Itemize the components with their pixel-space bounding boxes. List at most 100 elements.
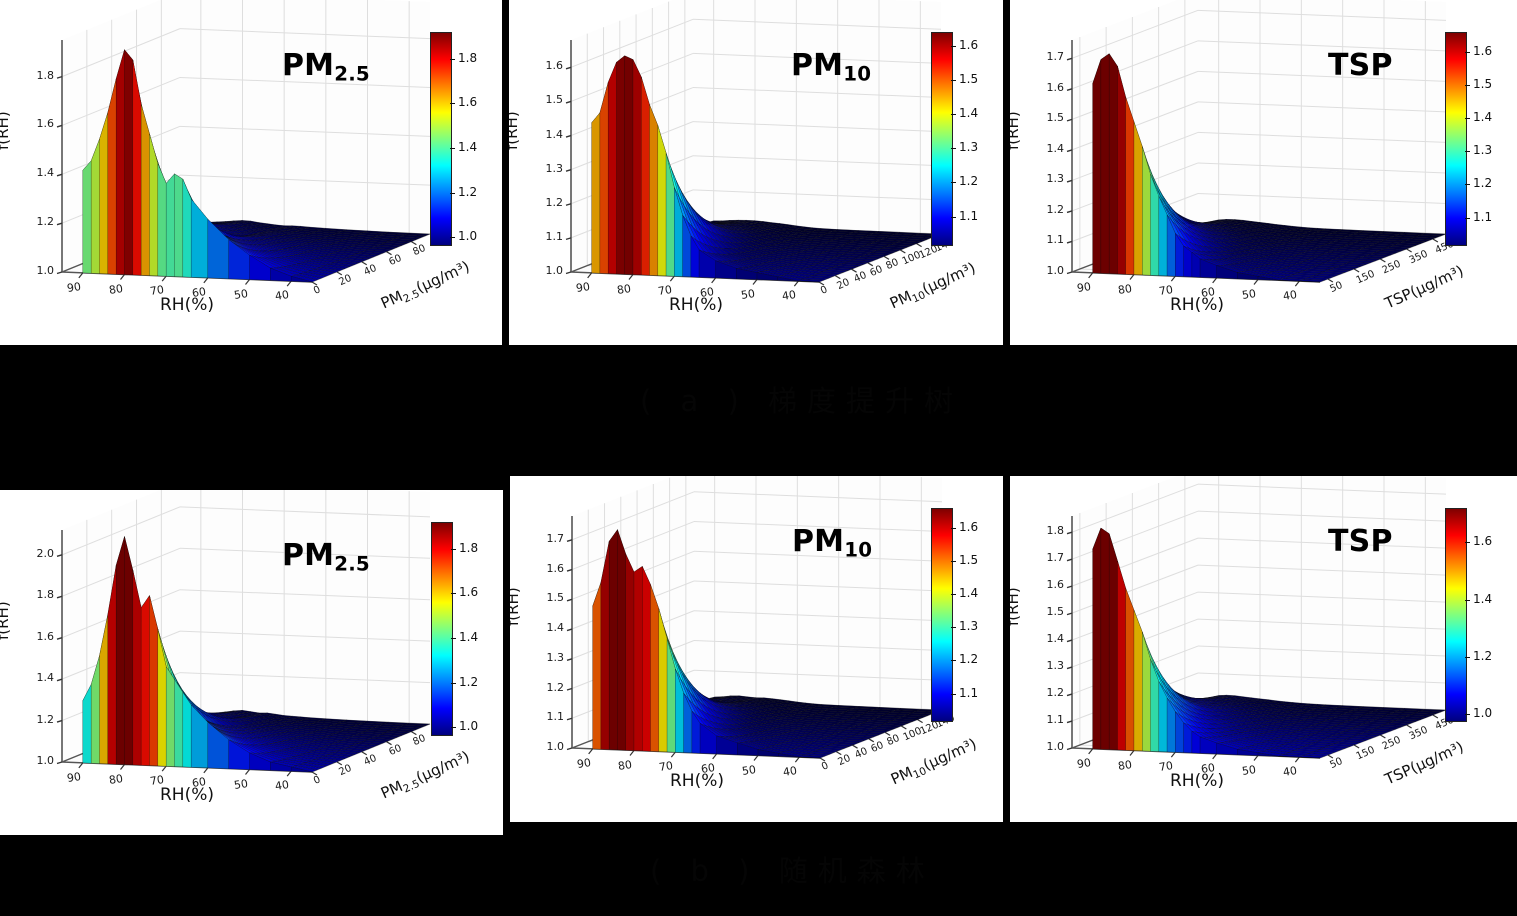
- z-tick-label: 1.4: [546, 621, 565, 635]
- colorbar-tick-label: 1.4: [1473, 110, 1493, 125]
- z-tick-label: 1.7: [1046, 551, 1065, 565]
- colorbar-tick-label: 1.3: [959, 619, 979, 634]
- z-axis-label: f(RH): [0, 601, 12, 640]
- axes-box: [56, 0, 431, 287]
- z-tick-label: 1.7: [546, 531, 565, 545]
- colorbar: [430, 32, 452, 246]
- colorbar-tick-label: 1.4: [959, 106, 979, 121]
- z-tick-label: 1.3: [545, 161, 564, 175]
- colorbar-tick-label: 1.8: [459, 540, 479, 555]
- colorbar-tick-mark: [1465, 118, 1470, 120]
- colorbar-tick-mark: [1465, 599, 1470, 601]
- z-tick-label: 1.4: [545, 127, 564, 141]
- series-title: PM2.5: [282, 538, 370, 576]
- z-axis-label: f(RH): [0, 111, 12, 150]
- chart-panel-b-tsp: 1.0 1.1 1.2 1.3 1.4 1.5 1.6 1.7 1.8 90 80 70 60 50 40 5…: [1010, 476, 1517, 822]
- z-tick-label: 1.6: [1046, 578, 1065, 592]
- z-tick-label: 1.6: [1046, 80, 1065, 94]
- colorbar-tick-mark: [1465, 542, 1470, 544]
- colorbar-tick-label: 1.2: [1473, 648, 1493, 663]
- colorbar-tick-label: 1.0: [1473, 706, 1493, 721]
- colorbar-tick-label: 1.4: [458, 140, 478, 155]
- series-title-base: PM: [792, 524, 845, 559]
- series-title: PM10: [792, 524, 872, 562]
- colorbar-tick-label: 1.1: [959, 685, 979, 700]
- colorbar-tick-label: 1.2: [458, 184, 478, 199]
- colorbar-tick-label: 1.5: [959, 553, 979, 567]
- colorbar-tick-mark: [450, 192, 455, 194]
- colorbar-tick-label: 1.6: [959, 519, 979, 534]
- rh-tick-label: 90: [65, 279, 82, 295]
- colorbar-tick-label: 1.3: [1473, 143, 1493, 158]
- colorbar-tick-mark: [1465, 656, 1470, 658]
- z-tick-label: 1.2: [36, 712, 55, 726]
- surface-mesh: [592, 528, 943, 759]
- z-tick-label: 1.5: [1046, 111, 1065, 125]
- colorbar-tick-mark: [1465, 151, 1470, 153]
- z-tick-label: 1.3: [1046, 659, 1065, 673]
- colorbar-tick-mark: [951, 527, 956, 529]
- z-tick-label: 1.1: [545, 229, 564, 243]
- colorbar-tick-mark: [451, 548, 456, 550]
- rh-tick-label: 40: [1282, 764, 1299, 780]
- z-tick-label: 1.2: [545, 195, 564, 209]
- z-tick-label: 1.0: [36, 754, 55, 767]
- colorbar-tick-label: 1.5: [1473, 77, 1493, 91]
- rh-tick-label: 80: [617, 757, 633, 773]
- z-tick-label: 2.0: [36, 546, 55, 560]
- axes-box: [566, 476, 943, 763]
- z-tick-label: 1.4: [36, 671, 55, 685]
- colorbar-tick-mark: [951, 45, 956, 47]
- series-title: TSP: [1328, 48, 1393, 86]
- rh-tick-label: 80: [616, 281, 632, 297]
- rh-tick-label: 80: [1117, 757, 1133, 773]
- rh-tick-label: 90: [575, 755, 592, 771]
- colorbar-tick-mark: [1465, 714, 1470, 716]
- colorbar-tick-mark: [451, 727, 456, 729]
- colorbar-tick-mark: [450, 58, 455, 60]
- series-title-subscript: 10: [843, 62, 872, 86]
- rh-tick-label: 40: [1282, 288, 1299, 304]
- rh-tick-label: 90: [1075, 279, 1092, 295]
- colorbar-tick-mark: [951, 693, 956, 695]
- colorbar: [1445, 32, 1467, 246]
- caption-b: ( b ) 随机森林: [650, 854, 935, 888]
- panel-divider-bottom-right: [1003, 476, 1010, 822]
- z-tick-label: 1.6: [546, 561, 565, 575]
- z-axis-label: f(RH): [509, 111, 521, 150]
- z-tick-label: 1.8: [36, 588, 55, 602]
- rh-axis-label: RH(%): [669, 295, 724, 315]
- rh-tick-label: 50: [741, 762, 757, 778]
- rh-tick-label: 50: [232, 286, 249, 302]
- z-tick-label: 1.2: [1046, 202, 1065, 216]
- rh-axis-label: RH(%): [160, 785, 215, 805]
- z-tick-label: 1.2: [546, 680, 565, 694]
- colorbar-tick-mark: [1465, 85, 1470, 86]
- z-tick-label: 1.3: [1046, 172, 1065, 186]
- rh-tick-label: 50: [1241, 762, 1257, 778]
- surface-mesh: [82, 49, 431, 283]
- colorbar-tick-label: 1.4: [459, 630, 479, 645]
- colorbar: [931, 32, 953, 246]
- rh-tick-label: 50: [1241, 286, 1257, 302]
- rh-tick-label: 50: [232, 776, 249, 792]
- colorbar-tick-mark: [1465, 184, 1470, 186]
- axes-box: [1066, 476, 1447, 763]
- z-axis-label: f(RH): [1010, 111, 1022, 150]
- colorbar-tick-label: 1.2: [959, 174, 979, 189]
- colorbar-tick-mark: [951, 182, 956, 184]
- z-tick-label: 1.6: [36, 629, 55, 643]
- colorbar-tick-mark: [450, 237, 455, 239]
- colorbar-tick-label: 1.3: [959, 140, 979, 155]
- rh-tick-label: 50: [740, 286, 756, 302]
- colorbar-tick-label: 1.6: [459, 585, 479, 600]
- z-tick-label: 1.5: [545, 93, 564, 107]
- rh-tick-label: 40: [781, 288, 798, 304]
- colorbar-tick-label: 1.8: [458, 50, 478, 65]
- colorbar-tick-label: 1.2: [459, 674, 479, 689]
- series-title-base: TSP: [1328, 48, 1393, 83]
- rh-axis-label: RH(%): [160, 295, 215, 315]
- panel-divider-bottom-left: [503, 476, 510, 822]
- colorbar-tick-mark: [951, 660, 956, 662]
- rh-tick-label: 90: [1075, 755, 1092, 771]
